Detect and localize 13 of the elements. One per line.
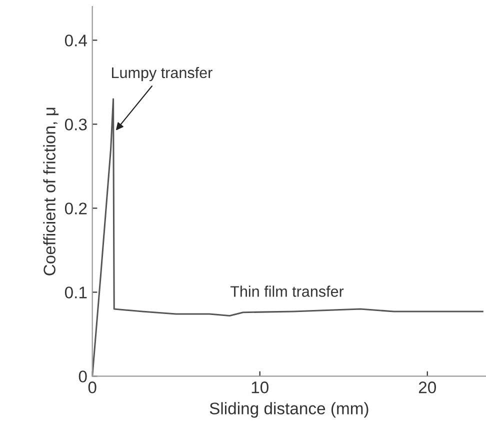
y-tick-label: 0.1	[64, 286, 87, 298]
y-tick-label: 0.2	[64, 202, 87, 214]
y-tick-label: 0.3	[64, 118, 87, 130]
x-axis-title: Sliding distance (mm)	[210, 402, 368, 418]
y-tick-label: 0	[78, 370, 87, 382]
x-tick-label: 0	[88, 382, 96, 394]
x-tick-label: 10	[252, 382, 268, 394]
annotation: Lumpy transfer	[112, 66, 212, 82]
y-tick-label: 0.4	[64, 34, 87, 46]
y-axis-title: Coefficient of friction, μ	[43, 108, 58, 276]
x-tick-label: 20	[418, 382, 436, 394]
annotation: Thin film transfer	[230, 286, 344, 297]
line-series	[92, 98, 484, 376]
